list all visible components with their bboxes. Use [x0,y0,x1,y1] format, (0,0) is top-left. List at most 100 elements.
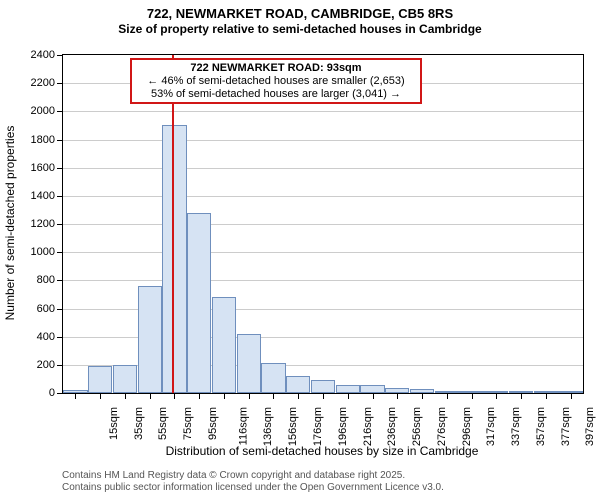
x-tick-label: 176sqm [312,407,324,446]
y-tick [57,252,63,253]
annotation-line-smaller: ← 46% of semi-detached houses are smalle… [136,75,416,88]
y-tick [57,280,63,281]
x-tick [174,393,175,399]
annotation-line-larger: 53% of semi-detached houses are larger (… [136,88,416,101]
y-gridline [63,224,583,225]
x-tick-label: 276sqm [436,407,448,446]
marker-annotation-box: 722 NEWMARKET ROAD: 93sqm ← 46% of semi-… [130,58,422,104]
x-tick-label: 216sqm [362,407,374,446]
x-tick-label: 75sqm [182,407,194,440]
x-tick [373,393,374,399]
x-tick-label: 116sqm [237,407,249,445]
x-tick [422,393,423,399]
y-gridline [63,111,583,112]
y-tick [57,393,63,394]
x-tick [397,393,398,399]
y-gridline [63,140,583,141]
x-tick [249,393,250,399]
y-gridline [63,196,583,197]
y-tick-label: 1600 [31,162,55,174]
histogram-bar [212,297,236,393]
x-tick-label: 55sqm [157,407,169,440]
histogram-bar [336,385,360,393]
histogram-bar [138,286,162,393]
histogram-bar [113,365,137,393]
y-tick [57,168,63,169]
chart-subtitle: Size of property relative to semi-detach… [0,22,600,43]
x-tick-label: 337sqm [510,407,522,446]
y-gridline [63,280,583,281]
x-tick-label: 317sqm [485,407,497,446]
chart-footer: Contains HM Land Registry data © Crown c… [62,470,444,494]
x-tick-label: 156sqm [287,407,299,446]
y-gridline [63,252,583,253]
y-tick [57,111,63,112]
y-tick [57,55,63,56]
x-tick [150,393,151,399]
histogram-bar [187,213,211,393]
x-tick [75,393,76,399]
y-tick [57,337,63,338]
histogram-bar [162,125,186,393]
plot-area: 0200400600800100012001400160018002000220… [62,54,584,394]
x-tick [125,393,126,399]
x-tick [521,393,522,399]
property-size-chart: 722, NEWMARKET ROAD, CAMBRIDGE, CB5 8RS … [0,0,600,500]
x-tick [447,393,448,399]
y-tick [57,309,63,310]
y-tick [57,196,63,197]
histogram-bar [311,380,335,393]
x-tick-label: 95sqm [207,407,219,440]
y-tick-label: 2200 [31,77,55,89]
y-axis-title: Number of semi-detached properties [3,126,17,321]
x-tick-label: 196sqm [337,407,349,446]
footer-line-1: Contains HM Land Registry data © Crown c… [62,470,444,482]
y-tick [57,224,63,225]
x-tick [546,393,547,399]
x-tick-label: 236sqm [386,407,398,446]
y-tick-label: 1800 [31,134,55,146]
x-tick [496,393,497,399]
y-tick-label: 1200 [31,218,55,230]
x-tick [348,393,349,399]
histogram-bar [237,334,261,393]
x-tick-label: 256sqm [411,407,423,446]
y-tick [57,365,63,366]
chart-title: 722, NEWMARKET ROAD, CAMBRIDGE, CB5 8RS [0,0,600,22]
x-tick-label: 397sqm [584,407,596,446]
x-tick [100,393,101,399]
x-tick [298,393,299,399]
x-tick-label: 136sqm [263,407,275,446]
y-tick-label: 1400 [31,190,55,202]
y-tick-label: 2400 [31,49,55,61]
y-tick-label: 400 [37,331,55,343]
x-tick [273,393,274,399]
y-tick-label: 0 [49,387,55,399]
histogram-bar [261,363,285,393]
x-tick [323,393,324,399]
x-tick [199,393,200,399]
y-tick-label: 600 [37,303,55,315]
y-tick-label: 200 [37,359,55,371]
y-tick-label: 2000 [31,105,55,117]
x-tick-label: 15sqm [108,407,120,440]
footer-line-2: Contains public sector information licen… [62,482,444,494]
y-tick [57,140,63,141]
x-tick-label: 296sqm [461,407,473,446]
y-tick-label: 1000 [31,246,55,258]
x-tick [224,393,225,399]
histogram-bar [286,376,310,393]
marker-line [172,55,174,393]
histogram-bar [360,385,384,393]
y-gridline [63,168,583,169]
annotation-title: 722 NEWMARKET ROAD: 93sqm [136,62,416,75]
y-tick [57,83,63,84]
y-tick-label: 800 [37,274,55,286]
x-tick-label: 35sqm [133,407,145,440]
histogram-bar [88,366,112,393]
x-axis-title: Distribution of semi-detached houses by … [166,444,479,458]
x-tick-label: 357sqm [535,407,547,446]
x-tick [571,393,572,399]
x-tick [472,393,473,399]
x-tick-label: 377sqm [560,407,572,446]
